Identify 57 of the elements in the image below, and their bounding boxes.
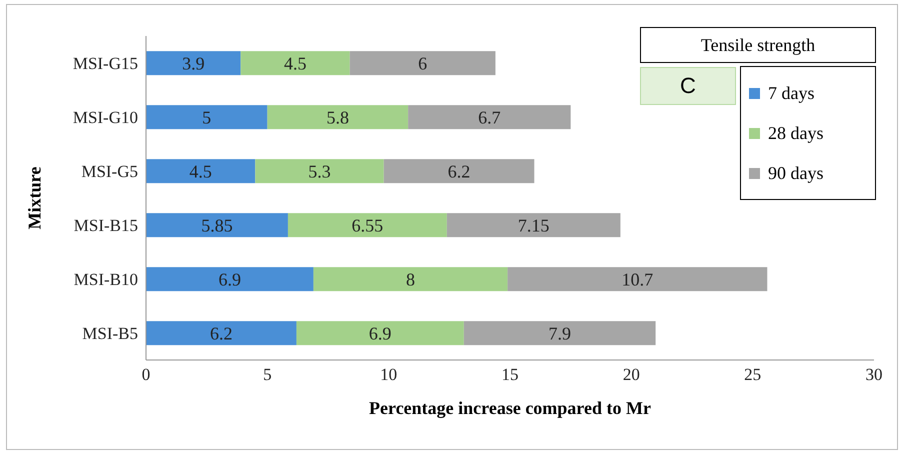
- y-tick-label: MSI-B15: [74, 216, 138, 236]
- data-label: 3.9: [182, 54, 205, 74]
- annotation: C: [680, 73, 696, 99]
- data-label: 10.7: [622, 270, 654, 290]
- y-tick-label: MSI-B10: [74, 270, 138, 290]
- bar: [446, 213, 620, 238]
- bar: [288, 213, 447, 238]
- data-label: 6: [418, 54, 428, 74]
- x-axis-title: Percentage increase compared to Mr: [369, 398, 651, 418]
- bar: [508, 267, 768, 292]
- bar: [146, 213, 288, 238]
- bar: [240, 51, 350, 76]
- x-tick-label: 10: [380, 365, 398, 384]
- bar: [313, 267, 508, 292]
- bar: [408, 105, 571, 130]
- x-tick-label: 0: [142, 365, 150, 384]
- data-label: 5.85: [201, 216, 233, 236]
- bar: [267, 105, 408, 130]
- bar: [146, 267, 314, 292]
- x-tick-label: 25: [744, 365, 762, 384]
- x-tick-label: 30: [866, 365, 882, 384]
- bar: [464, 321, 656, 346]
- data-label: 6.2: [448, 162, 470, 182]
- data-label: 4.5: [284, 54, 306, 74]
- bar: [146, 321, 296, 346]
- data-label: 6.55: [352, 216, 384, 236]
- legend-label: 28 days: [768, 122, 824, 144]
- bar: [296, 321, 464, 346]
- legend-label: 7 days: [768, 82, 814, 104]
- legend-label: 90 days: [768, 162, 824, 184]
- bar: [384, 159, 534, 184]
- data-label: 5: [202, 108, 212, 128]
- y-tick-label: MSI-G10: [72, 108, 138, 128]
- annotation: Tensile strength: [640, 27, 876, 63]
- bar: [146, 159, 256, 184]
- data-label: 7.9: [548, 324, 571, 344]
- x-tick-label: 20: [622, 365, 640, 384]
- data-label: 8: [406, 270, 416, 290]
- data-label: 6.7: [478, 108, 501, 128]
- data-label: 5.3: [308, 162, 331, 182]
- bar: [146, 105, 268, 130]
- bar: [350, 51, 496, 76]
- data-label: 6.9: [218, 270, 241, 290]
- y-axis-title: Mixture: [24, 166, 44, 230]
- y-tick-label: MSI-G15: [72, 54, 138, 74]
- data-label: 6.9: [368, 324, 392, 344]
- x-tick-label: 5: [263, 365, 272, 384]
- bar: [255, 159, 384, 184]
- y-tick-label: MSI-G5: [81, 162, 138, 182]
- data-label: 4.5: [189, 162, 212, 182]
- label-box: C: [640, 67, 736, 105]
- data-label: 6.2: [210, 324, 232, 344]
- data-label: 7.15: [518, 216, 550, 236]
- y-tick-label: MSI-B5: [82, 324, 138, 344]
- bar: [146, 51, 241, 76]
- data-label: 5.8: [326, 108, 349, 128]
- x-tick-label: 15: [502, 365, 518, 384]
